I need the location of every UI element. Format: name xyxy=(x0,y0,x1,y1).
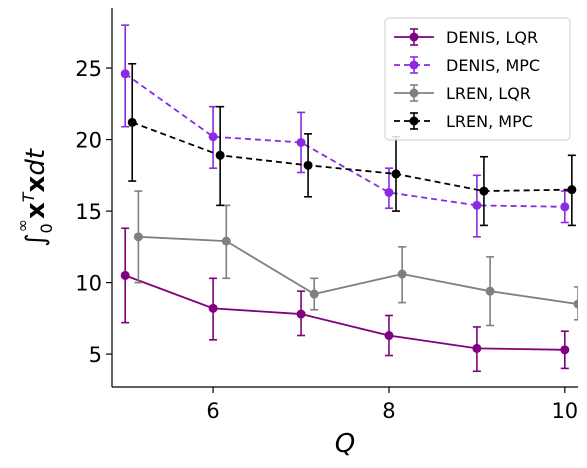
data-point xyxy=(121,69,130,78)
data-point xyxy=(209,304,218,313)
x-axis-title: Q xyxy=(335,429,355,459)
legend-marker xyxy=(410,117,419,126)
y-axis-title: ∫0∞xTxdt xyxy=(13,148,56,247)
legend-label: LREN, LQR xyxy=(446,84,531,103)
data-point xyxy=(560,202,569,211)
data-point xyxy=(304,161,313,170)
y-axis-title-upper-limit: ∞ xyxy=(13,219,32,232)
legend-marker xyxy=(410,33,419,42)
series-1 xyxy=(121,228,570,371)
data-point xyxy=(567,185,576,194)
data-point xyxy=(384,331,393,340)
legend-label: DENIS, LQR xyxy=(446,28,538,47)
data-point xyxy=(384,188,393,197)
data-point xyxy=(310,290,319,299)
legend-entry-3: LREN, LQR xyxy=(394,84,531,103)
y-tick-label: 5 xyxy=(89,343,102,367)
legend-label: DENIS, MPC xyxy=(446,56,540,75)
data-point xyxy=(128,118,137,127)
data-point xyxy=(297,310,306,319)
y-tick-label: 20 xyxy=(75,129,102,153)
y-axis-title-lower-limit: 0 xyxy=(37,223,56,233)
y-tick-label: 10 xyxy=(75,272,102,296)
series-line xyxy=(138,237,578,304)
data-point xyxy=(398,270,407,279)
data-point xyxy=(134,232,143,241)
y-tick-label: 15 xyxy=(75,200,102,224)
y-axis-title-x: x xyxy=(21,202,51,219)
data-point xyxy=(222,237,231,246)
data-point xyxy=(216,151,225,160)
data-point xyxy=(479,187,488,196)
data-point xyxy=(574,300,583,309)
series-3 xyxy=(134,191,583,325)
y-axis-title-dt: dt xyxy=(21,148,51,176)
legend-marker xyxy=(410,89,419,98)
y-axis-title-x2: x xyxy=(21,175,51,192)
data-point xyxy=(472,201,481,210)
legend-marker xyxy=(410,61,419,70)
data-point xyxy=(560,345,569,354)
data-point xyxy=(121,271,130,280)
legend-label: LREN, MPC xyxy=(446,112,533,131)
data-point xyxy=(472,344,481,353)
y-tick-label: 25 xyxy=(75,57,102,81)
x-tick-label: 6 xyxy=(206,399,219,423)
legend: DENIS, LQR DENIS, MPC LREN, LQR LREN, MPC xyxy=(385,18,570,140)
data-point xyxy=(297,138,306,147)
y-axis-title-integral: ∫ xyxy=(21,234,51,248)
data-point xyxy=(391,169,400,178)
data-point xyxy=(486,287,495,296)
x-tick-label: 10 xyxy=(551,399,578,423)
data-point xyxy=(209,132,218,141)
x-tick-label: 8 xyxy=(382,399,395,423)
